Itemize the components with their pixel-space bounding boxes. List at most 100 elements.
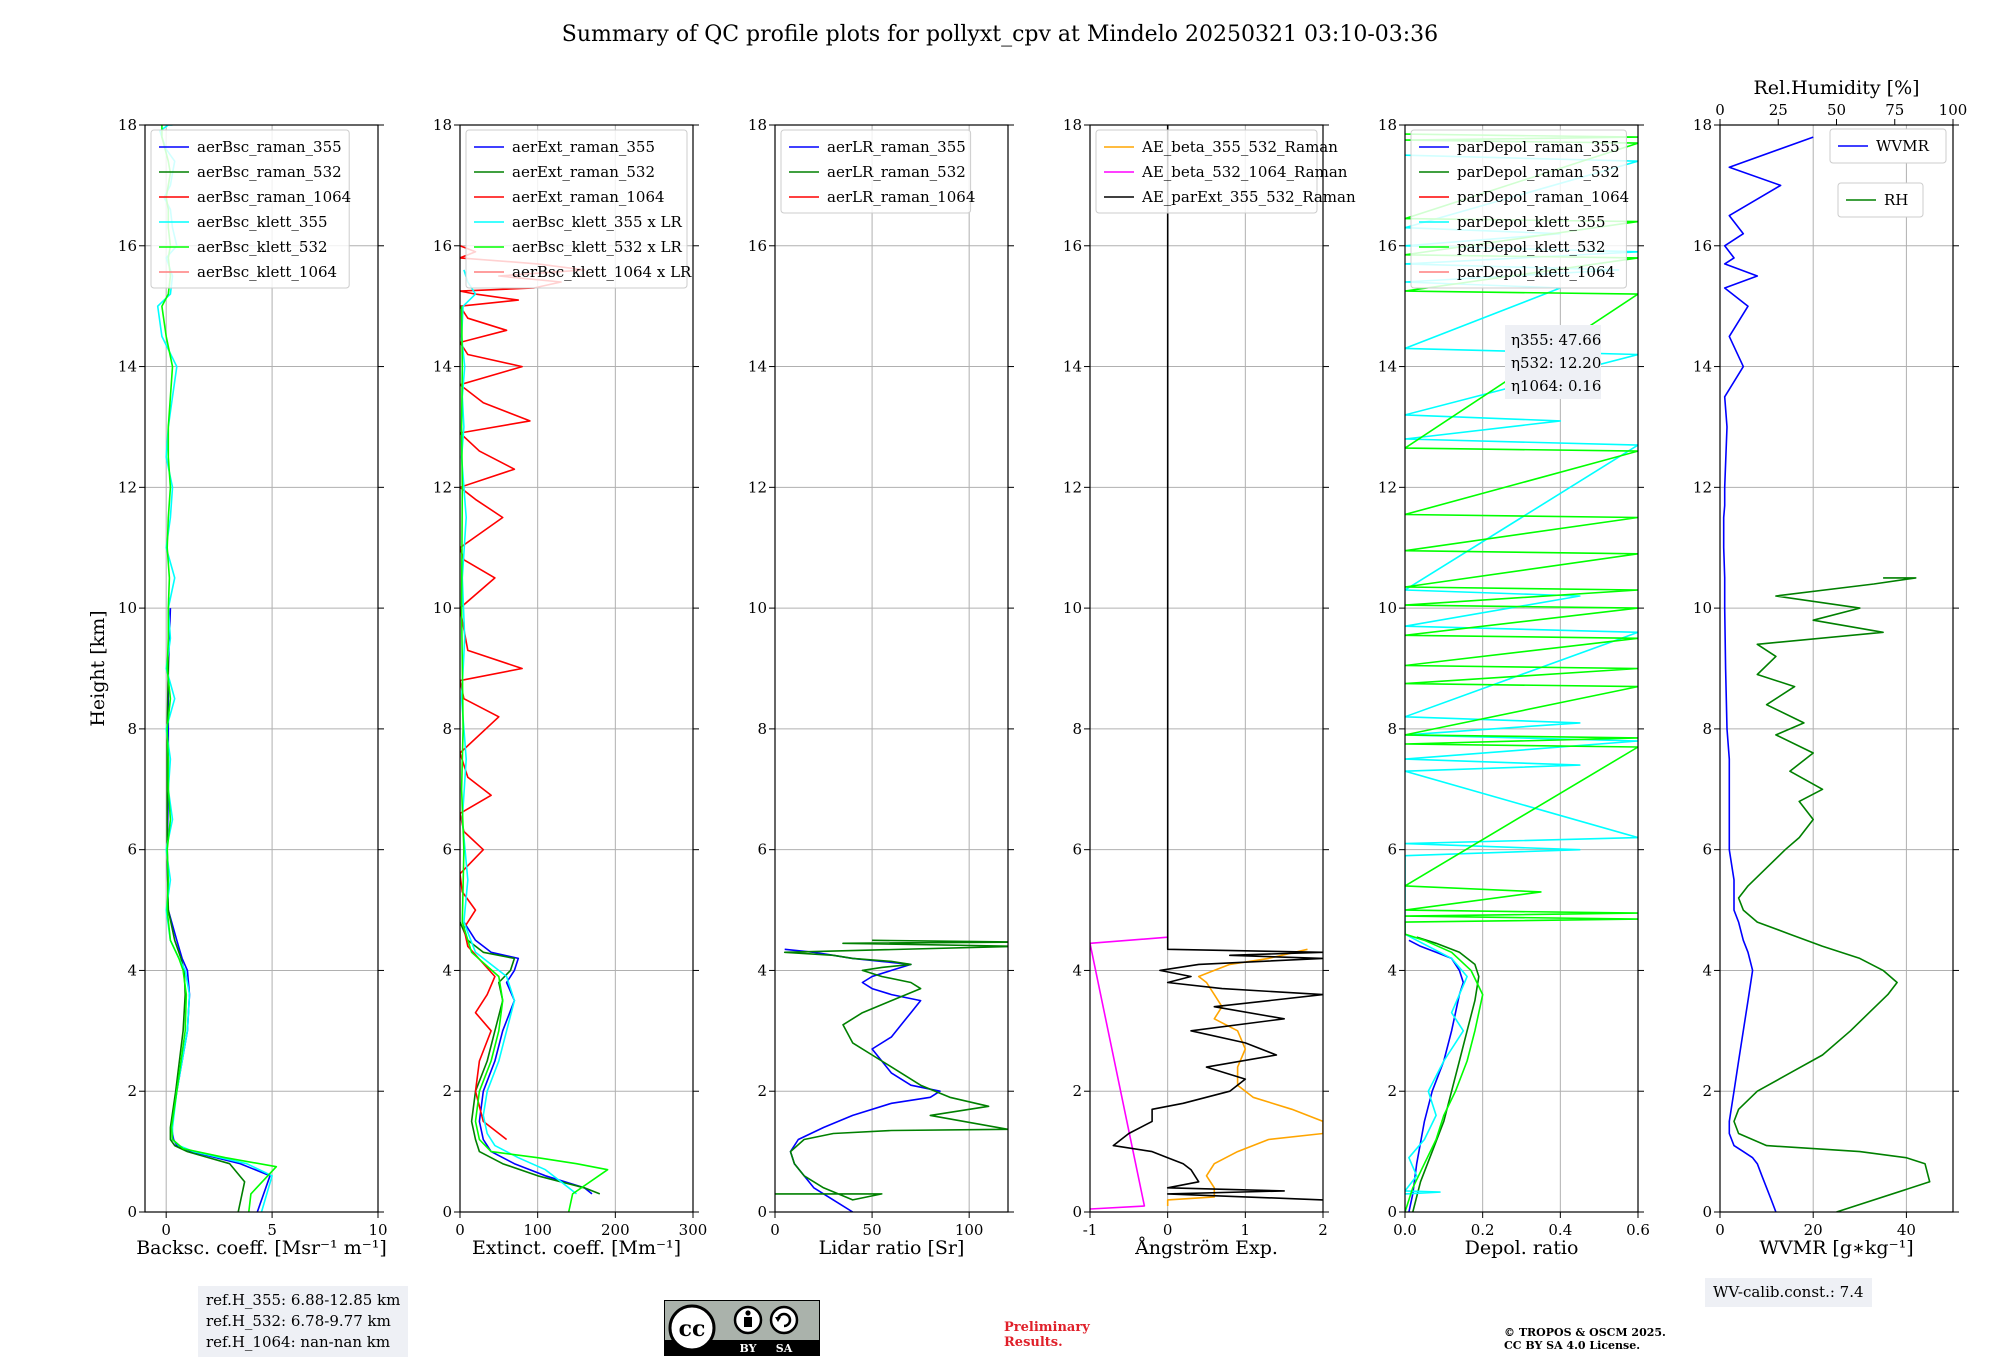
y-tick-label: 12 [1063,478,1082,496]
y-tick-label: 14 [433,358,452,376]
annotation-line: η355: 47.66 [1511,331,1601,349]
panel-frame [1089,124,1324,1213]
y-tick-label: 6 [1072,841,1082,859]
panel-frame [1404,124,1639,1213]
y-tick-label: 14 [118,358,137,376]
y-tick-label: 16 [748,237,767,255]
legend-label: aerBsc_klett_355 [197,213,328,231]
legend-label: aerBsc_klett_532 [197,238,328,256]
annotation-box [1505,325,1601,399]
y-tick-label: 16 [1693,237,1712,255]
legend-frame [780,129,972,214]
cc-badge-by: BY [740,1342,757,1355]
legend-frame [150,129,350,289]
panel-frame [1719,124,1954,1213]
copyright-line-2: CC BY SA 4.0 License. [1504,1339,1641,1352]
legend-label: parDepol_klett_532 [1457,238,1606,256]
legend: aerLR_raman_355 aerLR_raman_532 aerLR_rama… [780,129,975,214]
y-tick-label: 14 [1378,358,1397,376]
y-tick-label: 14 [1063,358,1082,376]
copyright-note: © TROPOS & OSCM 2025. CC BY SA 4.0 Licen… [1504,1326,1666,1352]
legend-frame [1837,182,1924,218]
x-tick-label: 0.6 [1626,1221,1650,1239]
x-tick-label: 0.2 [1471,1221,1495,1239]
series-line-pardepol-klett-532 [1405,133,1638,1212]
legend-label: RH [1884,191,1908,209]
series-line-ae-beta-532-1064-raman [1090,936,1168,1210]
series-group [460,245,609,1212]
panel-frame [144,124,379,1213]
y-tick-label: 16 [433,237,452,255]
y-tick-label: 6 [757,841,767,859]
panel-frame [774,124,1009,1213]
y-tick-label: 16 [118,237,137,255]
y-tick-label: 8 [1702,720,1712,738]
x-tick-label: 0 [1715,1221,1725,1239]
x-tick-label: 0.4 [1548,1221,1572,1239]
y-tick-label: 0 [442,1203,452,1221]
series-group [1090,125,1323,1210]
x-tick-label: 5 [267,1221,277,1239]
y-tick-label: 10 [1378,599,1397,617]
series-line-rh [1733,577,1931,1212]
y-tick-label: 14 [1693,358,1712,376]
eta-annotation: η355: 47.66 η532: 12.20 η1064: 0.16 [1505,325,1601,399]
y-tick-label: 0 [1072,1203,1082,1221]
y-tick-label: 14 [748,358,767,376]
x-axis-label: Extinct. coeff. [Mm⁻¹] [472,1237,681,1259]
preliminary-line-2: Results. [1004,1335,1063,1350]
top-x-axis-label: Rel.Humidity [%] [1753,77,1919,99]
x-tick-label: 2 [1318,1221,1328,1239]
y-tick-label: 10 [748,599,767,617]
legend-label: parDepol_raman_355 [1457,138,1620,156]
y-tick-label: 2 [127,1082,137,1100]
y-tick-label: 18 [118,116,137,134]
y-tick-label: 4 [757,961,767,979]
y-tick-label: 8 [442,720,452,738]
legend-label: AE_beta_355_532_Raman [1141,138,1338,156]
x-tick-label: 0 [455,1221,465,1239]
y-tick-label: 16 [1378,237,1397,255]
x-tick-label: -1 [1083,1221,1098,1239]
y-tick-label: 18 [748,116,767,134]
y-tick-label: 8 [1387,720,1397,738]
x-tick-label: 0 [161,1221,171,1239]
x-tick-label: 20 [1804,1221,1823,1239]
legend-label: parDepol_klett_355 [1457,213,1606,231]
y-tick-label: 12 [1378,478,1397,496]
cc-badge-sa: SA [776,1342,793,1355]
y-tick-label: 18 [433,116,452,134]
y-tick-label: 6 [127,841,137,859]
series-line-wvmr [1722,136,1814,1212]
annotation-line: η1064: 0.16 [1511,377,1601,395]
series-line-aerlr-raman-532 [775,939,1008,1201]
y-tick-label: 6 [1702,841,1712,859]
legend-label: aerBsc_klett_1064 [197,263,337,281]
legend-label: aerLR_raman_355 [827,138,966,156]
wv-calib-const: WV-calib.const.: 7.4 [1713,1283,1864,1301]
series-line-aerext-raman-355 [463,921,593,1195]
series-line-aerbsc-klett-355-x-lr [460,269,577,1195]
series-line-pardepol-raman-355 [1408,939,1465,1212]
x-tick-label: 100 [523,1221,552,1239]
legend: aerExt_raman_355 aerExt_raman_532 aerExt_r… [465,129,692,289]
x-tick-label: 300 [679,1221,708,1239]
series-line-pardepol-klett-355 [1405,154,1638,1195]
y-tick-label: 2 [1387,1082,1397,1100]
x-axis-label: Ångström Exp. [1134,1237,1278,1259]
y-tick-label: 0 [757,1203,767,1221]
top-x-tick-label: 50 [1827,101,1846,119]
ref-height-355: ref.H_355: 6.88-12.85 km [206,1291,401,1309]
legend-label: aerExt_raman_355 [512,138,655,156]
panel-frame [459,124,694,1213]
y-tick-label: 8 [127,720,137,738]
y-tick-label: 18 [1378,116,1397,134]
legend-label: parDepol_klett_1064 [1457,263,1615,281]
legend-item: RH [1837,182,1924,218]
y-tick-label: 10 [118,599,137,617]
